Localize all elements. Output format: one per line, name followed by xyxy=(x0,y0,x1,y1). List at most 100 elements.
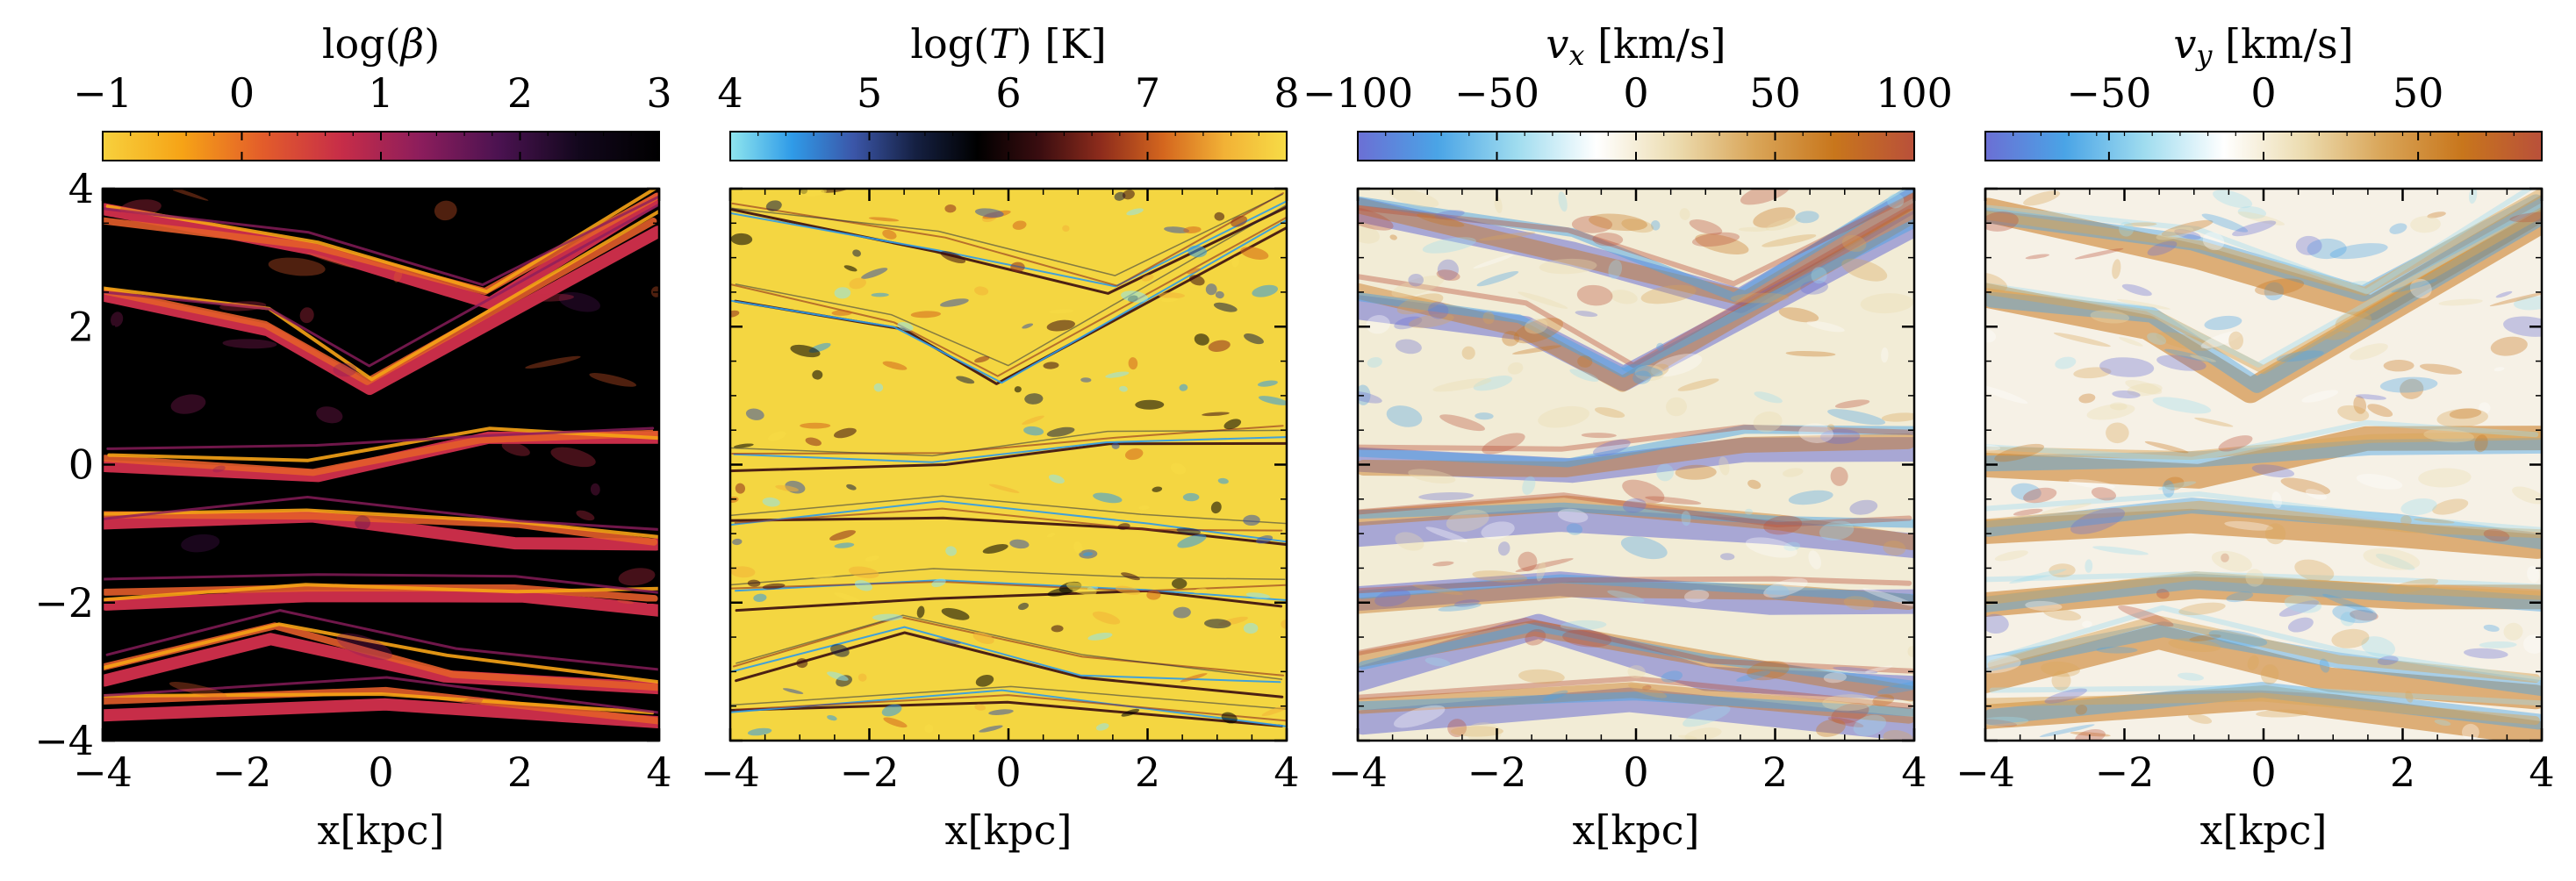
texture-blob xyxy=(1418,492,1475,501)
y-tick-label: 0 xyxy=(68,441,94,489)
texture-blob xyxy=(2178,602,2226,616)
texture-blob xyxy=(461,697,484,707)
texture-blob xyxy=(1193,588,1208,594)
texture-blob xyxy=(1627,665,1646,679)
texture-blob xyxy=(1111,442,1120,449)
filament xyxy=(735,204,1287,367)
texture-blob xyxy=(732,538,743,546)
texture-blob xyxy=(1581,433,1617,439)
filament xyxy=(103,511,657,546)
texture-blob xyxy=(1651,353,1703,377)
texture-blob xyxy=(1695,233,1749,255)
texture-blob xyxy=(1473,376,1513,391)
texture-blob xyxy=(1907,646,1914,657)
texture-blob xyxy=(1562,629,1612,648)
texture-blob xyxy=(617,599,635,605)
texture-blob xyxy=(830,644,850,657)
texture-blob xyxy=(2068,478,2115,490)
texture-blob xyxy=(1622,479,1665,504)
filament xyxy=(1985,189,2535,295)
texture-blob xyxy=(2023,487,2057,504)
texture-blob xyxy=(799,189,825,197)
x-tick-label: −2 xyxy=(840,748,900,796)
texture-blob xyxy=(1135,399,1165,410)
texture-blob xyxy=(1043,362,1059,369)
texture-blob xyxy=(2423,428,2474,443)
colorbar-tick-label: −100 xyxy=(1302,69,1413,117)
texture-blob xyxy=(1525,629,1546,646)
texture-blob xyxy=(1161,297,1178,303)
texture-blob xyxy=(1231,256,1239,268)
texture-blob xyxy=(169,682,227,698)
texture-blob xyxy=(1012,220,1027,230)
texture-blob xyxy=(2044,688,2087,704)
texture-blob xyxy=(1391,275,1445,297)
filament xyxy=(103,209,659,382)
texture-blob xyxy=(1860,293,1914,314)
texture-blob xyxy=(1763,515,1803,535)
texture-blob xyxy=(1014,386,1022,393)
texture-blob xyxy=(1557,508,1589,523)
texture-blob xyxy=(1447,719,1467,738)
texture-blob xyxy=(558,291,600,312)
texture-blob xyxy=(956,376,975,384)
texture-blob xyxy=(1881,347,1889,363)
colorbar-ticks-temperature: 4 5 6 7 8 xyxy=(717,69,1300,161)
texture-blob xyxy=(1539,258,1597,275)
filament xyxy=(1358,507,1914,559)
texture-blob xyxy=(1621,364,1663,377)
texture-blob xyxy=(2509,211,2542,223)
texture-blob xyxy=(790,344,821,358)
texture-blob xyxy=(2479,402,2491,414)
texture-blob xyxy=(2256,709,2309,718)
filament xyxy=(735,614,1283,680)
texture-blob xyxy=(2432,498,2469,515)
texture-blob xyxy=(871,292,889,297)
texture-blob xyxy=(2189,634,2221,641)
texture-blob xyxy=(355,515,370,530)
texture-blob xyxy=(1408,273,1424,287)
texture-blob xyxy=(2144,440,2189,454)
texture-blob xyxy=(2260,664,2279,684)
texture-blob xyxy=(2039,724,2095,738)
texture-blob xyxy=(812,369,823,380)
texture-blob xyxy=(800,422,831,429)
texture-blob xyxy=(2245,569,2264,587)
filament xyxy=(1985,206,2542,404)
texture-blob xyxy=(945,546,957,556)
texture-blob xyxy=(2232,220,2277,237)
texture-blob xyxy=(2084,559,2093,573)
texture-blob xyxy=(1778,307,1819,323)
texture-blob xyxy=(775,484,800,492)
x-tick-label: −4 xyxy=(1328,748,1388,796)
texture-blob xyxy=(1610,290,1638,304)
texture-blob xyxy=(2041,503,2092,514)
colorbar-tick-label: 100 xyxy=(1876,69,1953,117)
texture-blob xyxy=(1358,206,1394,231)
texture-blob xyxy=(1466,722,1502,741)
texture-blob xyxy=(111,312,124,327)
texture-blob xyxy=(1182,492,1200,502)
filament xyxy=(1985,573,2542,612)
texture-blob xyxy=(1417,212,1465,227)
texture-blob xyxy=(846,483,857,491)
texture-blob xyxy=(1141,274,1154,282)
texture-blob xyxy=(2255,278,2305,296)
texture-blob xyxy=(2119,337,2143,347)
filament xyxy=(1985,203,2542,368)
texture-blob xyxy=(1816,719,1846,737)
texture-blob xyxy=(2237,211,2285,226)
texture-blob xyxy=(2503,622,2523,641)
texture-blob xyxy=(1689,219,1723,235)
texture-blob xyxy=(1446,509,1489,532)
texture-blob xyxy=(2418,468,2472,488)
texture-blob xyxy=(1187,268,1202,275)
texture-blob xyxy=(1518,669,1565,684)
texture-blob xyxy=(944,204,957,213)
texture-blob xyxy=(2177,672,2205,681)
texture-blob xyxy=(829,530,856,541)
texture-blob xyxy=(849,277,866,290)
texture-blob xyxy=(2340,612,2356,627)
texture-blob xyxy=(2490,336,2528,356)
texture-blob xyxy=(1575,311,1598,318)
